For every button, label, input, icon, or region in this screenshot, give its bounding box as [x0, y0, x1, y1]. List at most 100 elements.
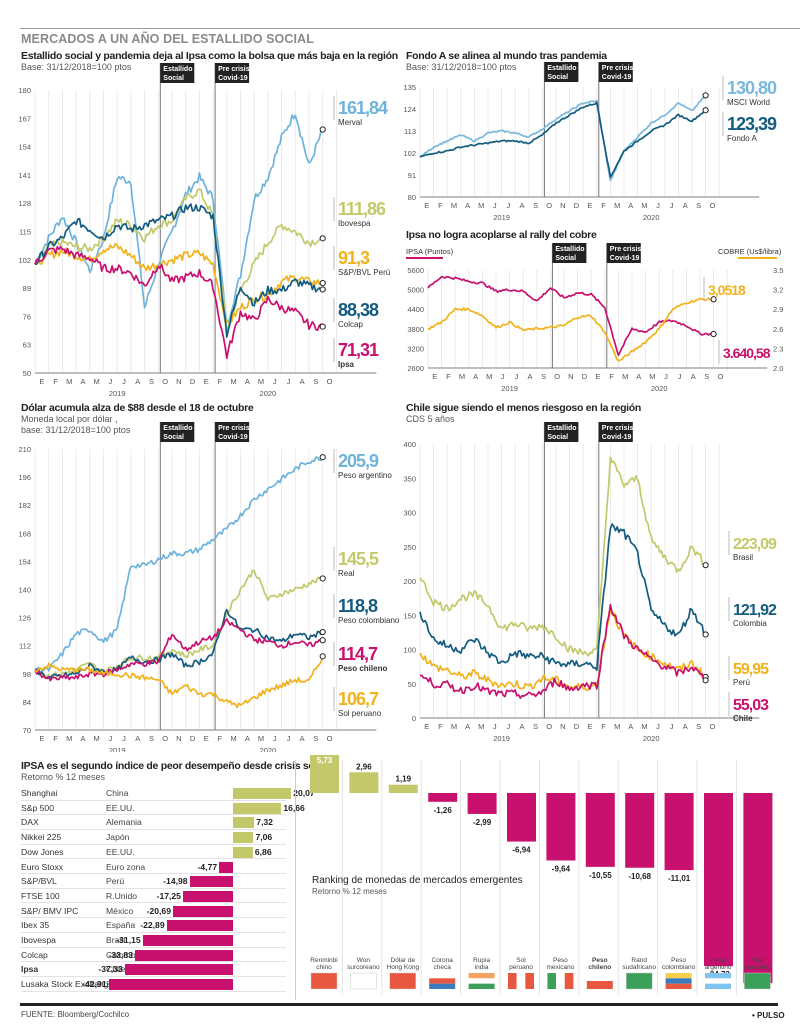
country-name: España [106, 920, 136, 931]
chart-cobre: 5600 5000 4400 3800 3200 2600 3.5 3.2 2.9 2.6 2.3 2… [406, 243, 783, 393]
x-tick-label: S [696, 201, 701, 210]
currency-value-label: 2,96 [356, 762, 372, 771]
event-label: Covid-19 [610, 255, 640, 262]
indices-table: Shanghai China 20,07 S&p 500 EE.UU. 16,66 DAX A… [21, 786, 315, 996]
y-tick-label: 84 [23, 698, 31, 707]
series-line-ipsa [427, 275, 714, 357]
x-tick-label: F [609, 372, 614, 381]
mexico-flag [556, 973, 565, 989]
currency-value-label: -11,01 [668, 874, 691, 883]
x-tick-label: S [704, 372, 709, 381]
chart-title: Chile sigue siendo el menos riesgoso en … [406, 402, 642, 414]
left-axis-label: IPSA (Puntos) [406, 247, 454, 256]
event-label: Estallido [547, 425, 576, 432]
currency-value-label: 5,73 [317, 756, 333, 765]
x-tick-label: J [122, 734, 126, 743]
currency-value-label: -1,26 [434, 806, 453, 815]
event-label: Estallido [163, 425, 192, 432]
x-tick-label: D [582, 372, 588, 381]
series-name-label: Merval [338, 118, 362, 127]
x-tick-label: D [574, 201, 580, 210]
index-name: S&P/ BMV IPC [21, 905, 79, 916]
x-tick-label: O [554, 372, 560, 381]
year-label: 2019 [493, 213, 510, 222]
x-tick-label: M [451, 722, 457, 731]
series-value-label: 71,31 [338, 340, 379, 360]
x-tick-label: O [546, 201, 552, 210]
y-tick-label: 126 [18, 614, 31, 623]
series-name-label: Perú [733, 678, 750, 687]
series-value-label: 114,7 [338, 644, 378, 664]
series-endpoint [319, 286, 326, 293]
y-tick-label: 167 [18, 114, 31, 123]
argentina-flag [705, 978, 731, 984]
value-label: -17,25 [156, 890, 181, 901]
index-name: Colcap [21, 949, 48, 960]
series-line-ipsa [34, 245, 324, 360]
table-row: Shanghai China 20,07 [21, 786, 315, 801]
y-tick-label: 5000 [407, 286, 424, 295]
series-value-label: 145,5 [338, 549, 379, 569]
value-label: -4,77 [197, 861, 218, 872]
series-endpoint [319, 279, 326, 287]
series-line-colombia [419, 523, 706, 671]
index-name: Ibovespa [21, 935, 56, 945]
series-value-label: 59,95 [733, 661, 769, 678]
x-tick-label: A [691, 372, 696, 381]
india-flag [468, 983, 495, 989]
chart-subtitle: Base: 31/12/2018=100 ptos [406, 62, 517, 72]
chart-subtitle: base: 31/12/2018=100 ptos [21, 425, 131, 435]
x-tick-label: F [601, 201, 606, 210]
series-line-sol-peruano [34, 656, 324, 709]
country-name: EE.UU. [106, 802, 135, 813]
series-name-label: Brasil [733, 553, 753, 562]
panel-cobre: Ipsa no logra acoplarse al rally del cob… [406, 229, 597, 241]
country-name: EE.UU. [106, 846, 135, 857]
y-tick-label: 250 [403, 543, 416, 552]
series-value-label: 205,9 [338, 451, 379, 471]
panel-bolsas: Estallido social y pandemia deja al Ipsa… [21, 50, 398, 73]
event-label-box [544, 422, 579, 442]
x-tick-label: O [162, 377, 168, 386]
x-tick-label: J [273, 377, 277, 386]
event-label: Covid-19 [218, 434, 248, 441]
value-bar [189, 876, 233, 888]
x-tick-label: M [478, 722, 484, 731]
chart-title: IPSA es el segundo índice de peor desemp… [21, 760, 331, 772]
x-tick-label: M [66, 734, 72, 743]
x-tick-label: A [628, 722, 633, 731]
currency-name-line2: checa [434, 964, 452, 971]
currency-bar [310, 755, 339, 793]
table-row: S&P/ BMV IPC México -20,69 [21, 904, 286, 919]
x-tick-label: A [300, 377, 305, 386]
currency-name-line2: chileno [588, 964, 611, 971]
x-tick-label: N [568, 372, 573, 381]
x-tick-label: A [135, 377, 140, 386]
x-tick-label: S [533, 201, 538, 210]
table-row: Nikkei 225 Japón 7,06 [21, 830, 286, 845]
series-value-label: 121,92 [733, 602, 777, 619]
x-tick-label: E [39, 734, 44, 743]
index-name: FTSE 100 [21, 890, 60, 901]
table-row: S&p 500 EE.UU. 16,66 [21, 801, 305, 816]
y-tick-label: 141 [18, 171, 31, 180]
series-endpoint [319, 323, 326, 330]
x-tick-label: O [327, 734, 333, 743]
table-row: Ipsa Chile -37,33 [21, 962, 286, 977]
y-tick-label: 135 [403, 83, 416, 92]
y-tick-label: 200 [403, 577, 416, 586]
y-tick-label: 80 [408, 193, 416, 202]
x-tick-label: A [245, 377, 250, 386]
series-endpoint [319, 637, 326, 644]
x-tick-label: F [446, 372, 451, 381]
index-name: Nikkei 225 [21, 832, 62, 843]
y-tick-label: 113 [404, 127, 416, 136]
x-tick-label: J [507, 722, 511, 731]
y-tick-label: 3200 [407, 344, 424, 353]
value-label: -14,98 [163, 876, 188, 887]
chart-subtitle: Retorno % 12 meses [21, 772, 106, 782]
x-tick-label: M [478, 201, 484, 210]
currency-name-line2: brasileño [744, 964, 771, 971]
y-tick-label: 210 [18, 445, 31, 454]
